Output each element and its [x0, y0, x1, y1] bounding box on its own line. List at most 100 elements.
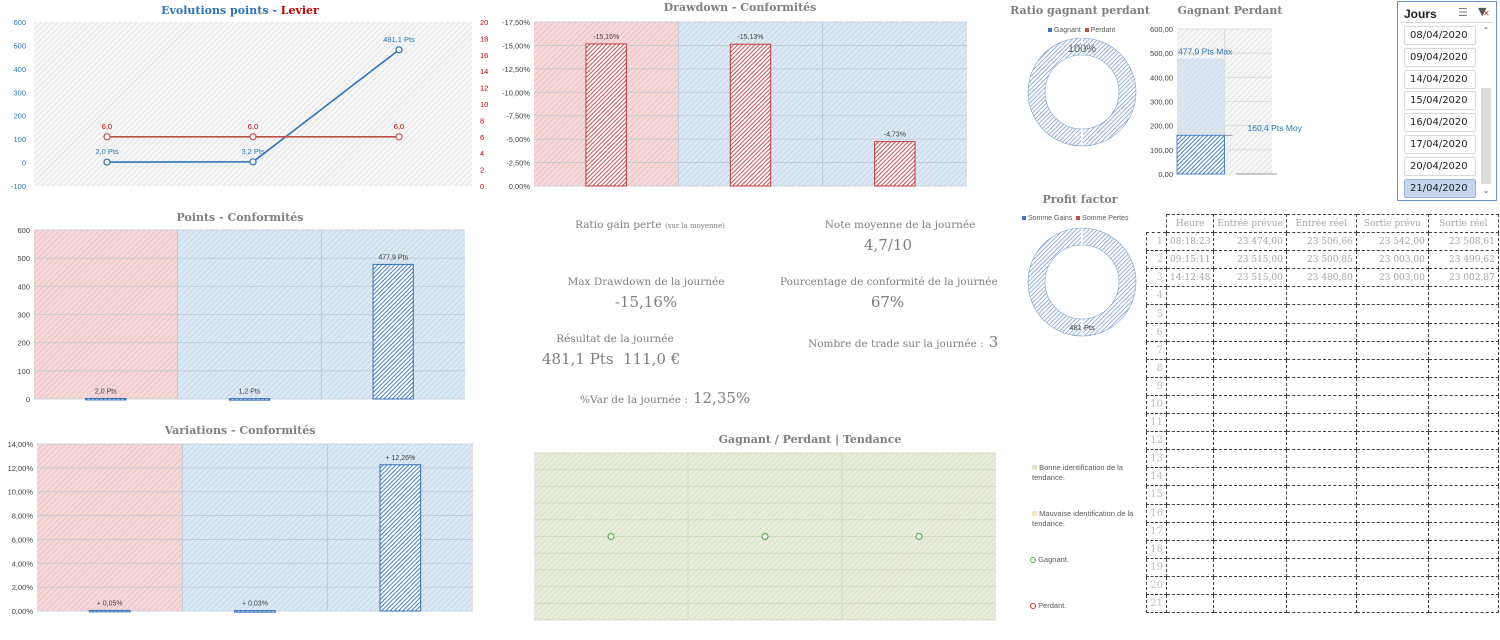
table-cell[interactable] [1355, 521, 1429, 541]
table-cell[interactable] [1165, 358, 1215, 378]
table-cell[interactable]: 09:15:11 [1165, 250, 1215, 270]
table-cell[interactable] [1285, 575, 1357, 595]
table-cell[interactable] [1213, 539, 1287, 559]
scroll-down-arrow[interactable]: ⌄ [1482, 186, 1490, 195]
table-cell[interactable] [1213, 467, 1287, 487]
table-cell[interactable] [1165, 286, 1215, 306]
table-cell[interactable] [1427, 521, 1499, 541]
table-cell[interactable]: 23 480,80 [1285, 268, 1357, 288]
table-cell[interactable] [1165, 593, 1215, 614]
table-cell[interactable] [1355, 485, 1429, 505]
table-cell[interactable] [1213, 358, 1287, 378]
scroll-thumb[interactable] [1481, 88, 1491, 184]
table-cell[interactable]: 23 506,66 [1285, 232, 1357, 252]
table-cell[interactable] [1165, 503, 1215, 523]
table-cell[interactable] [1165, 449, 1215, 469]
slicer-item[interactable]: 20/04/2020 [1404, 156, 1476, 176]
table-cell[interactable]: 23 499,62 [1427, 250, 1499, 270]
table-cell[interactable] [1165, 376, 1215, 396]
slicer-item[interactable]: 21/04/2020 [1404, 178, 1476, 198]
table-cell[interactable] [1285, 413, 1357, 433]
table-cell[interactable] [1285, 322, 1357, 342]
table-cell[interactable] [1355, 394, 1429, 415]
slicer-item[interactable]: 14/04/2020 [1404, 69, 1476, 89]
table-cell[interactable] [1427, 376, 1499, 396]
table-cell[interactable]: 23 003,00 [1355, 250, 1429, 270]
table-cell[interactable] [1165, 467, 1215, 487]
table-cell[interactable] [1285, 340, 1357, 360]
table-cell[interactable] [1355, 431, 1429, 451]
table-cell[interactable] [1427, 503, 1499, 523]
scroll-up-arrow[interactable]: ⌃ [1482, 26, 1490, 35]
table-cell[interactable] [1165, 557, 1215, 577]
table-cell[interactable] [1213, 521, 1287, 541]
slicer-item[interactable]: 17/04/2020 [1404, 135, 1476, 154]
table-cell[interactable] [1355, 539, 1429, 559]
table-cell[interactable] [1355, 322, 1429, 342]
table-cell[interactable] [1165, 322, 1215, 342]
multi-select-icon[interactable]: ☰ [1458, 6, 1468, 19]
table-cell[interactable] [1427, 322, 1499, 342]
table-cell[interactable]: 23 515,00 [1213, 268, 1287, 288]
table-cell[interactable] [1213, 575, 1287, 595]
table-cell[interactable] [1355, 449, 1429, 469]
table-cell[interactable] [1213, 593, 1287, 614]
table-cell[interactable] [1427, 431, 1499, 451]
table-cell[interactable] [1355, 575, 1429, 595]
table-cell[interactable] [1213, 431, 1287, 451]
table-cell[interactable] [1165, 521, 1215, 541]
table-cell[interactable] [1165, 413, 1215, 433]
table-cell[interactable]: 23 515,00 [1213, 250, 1287, 270]
table-cell[interactable] [1165, 575, 1215, 595]
table-cell[interactable] [1285, 376, 1357, 396]
table-cell[interactable] [1285, 358, 1357, 378]
slicer-item[interactable]: 08/04/2020 [1404, 26, 1476, 45]
table-cell[interactable] [1427, 557, 1499, 577]
table-cell[interactable] [1285, 431, 1357, 451]
table-cell[interactable] [1165, 539, 1215, 559]
table-cell[interactable] [1355, 557, 1429, 577]
table-cell[interactable] [1213, 340, 1287, 360]
table-cell[interactable] [1355, 358, 1429, 378]
table-cell[interactable]: 23 508,61 [1427, 232, 1499, 252]
table-cell[interactable] [1213, 394, 1287, 415]
table-cell[interactable] [1427, 575, 1499, 595]
table-cell[interactable] [1285, 394, 1357, 415]
table-cell[interactable] [1427, 593, 1499, 614]
table-cell[interactable] [1355, 467, 1429, 487]
table-cell[interactable]: 23 474,00 [1213, 232, 1287, 252]
table-cell[interactable] [1427, 485, 1499, 505]
table-cell[interactable] [1165, 304, 1215, 324]
table-cell[interactable] [1213, 413, 1287, 433]
table-cell[interactable] [1213, 557, 1287, 577]
slicer-item[interactable]: 15/04/2020 [1404, 91, 1476, 111]
table-cell[interactable] [1427, 394, 1499, 415]
table-cell[interactable] [1285, 557, 1357, 577]
table-cell[interactable] [1285, 503, 1357, 523]
table-cell[interactable] [1355, 340, 1429, 360]
table-cell[interactable] [1285, 485, 1357, 505]
table-cell[interactable] [1427, 340, 1499, 360]
table-cell[interactable] [1213, 322, 1287, 342]
table-cell[interactable]: 23 542,00 [1355, 232, 1429, 252]
table-cell[interactable]: 23 500,85 [1285, 250, 1357, 270]
table-cell[interactable] [1427, 286, 1499, 306]
table-cell[interactable] [1355, 304, 1429, 324]
table-cell[interactable]: 14:12:48 [1165, 268, 1215, 288]
slicer-item[interactable]: 16/04/2020 [1404, 113, 1476, 133]
table-cell[interactable] [1285, 467, 1357, 487]
slicer-item[interactable]: 09/04/2020 [1404, 47, 1476, 67]
table-cell[interactable] [1213, 503, 1287, 523]
table-cell[interactable] [1285, 521, 1357, 541]
table-cell[interactable] [1213, 485, 1287, 505]
table-cell[interactable] [1213, 449, 1287, 469]
table-cell[interactable] [1285, 593, 1357, 614]
table-cell[interactable] [1427, 539, 1499, 559]
table-cell[interactable] [1165, 340, 1215, 360]
table-cell[interactable] [1427, 413, 1499, 433]
table-cell[interactable] [1165, 431, 1215, 451]
table-cell[interactable]: 23 003,00 [1355, 268, 1429, 288]
table-cell[interactable] [1285, 449, 1357, 469]
table-cell[interactable] [1355, 593, 1429, 614]
table-cell[interactable] [1427, 449, 1499, 469]
